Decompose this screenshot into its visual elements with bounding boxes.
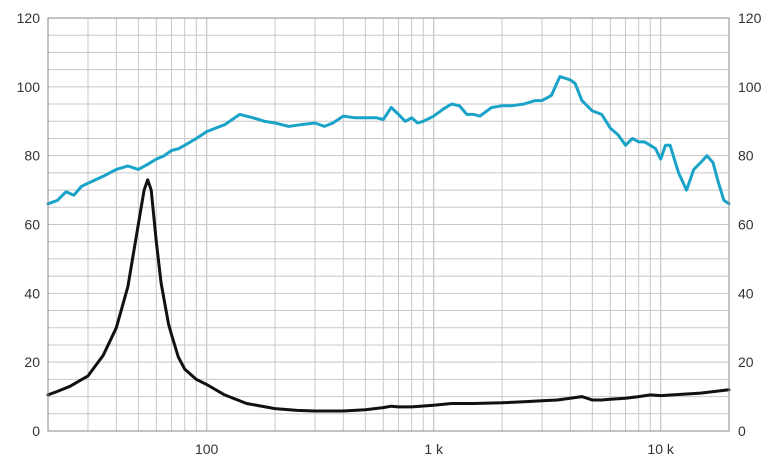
grid xyxy=(47,17,730,432)
y-tick-label-left: 120 xyxy=(17,10,41,26)
y-tick-label-left: 0 xyxy=(32,423,40,439)
series-line-1 xyxy=(46,75,731,206)
y-tick-label-left: 40 xyxy=(24,285,40,301)
y-tick-label-left: 100 xyxy=(17,79,41,95)
y-tick-label-right: 100 xyxy=(738,79,762,95)
y-tick-label-left: 20 xyxy=(24,354,40,370)
x-tick-label: 100 xyxy=(195,441,219,457)
series-group xyxy=(46,75,731,413)
plot-border xyxy=(47,17,730,432)
y-tick-label-right: 20 xyxy=(738,354,754,370)
tick-labels: 0 0 20 20 40 40 60 60 80 80 100 100 120 120 100 1 k 10 k xyxy=(17,10,762,457)
y-tick-label-right: 40 xyxy=(738,285,754,301)
y-tick-label-right: 120 xyxy=(738,10,762,26)
y-tick-label-right: 0 xyxy=(738,423,746,439)
y-tick-label-right: 80 xyxy=(738,148,754,164)
x-tick-label: 1 k xyxy=(424,441,444,457)
x-tick-label: 10 k xyxy=(647,441,674,457)
series-line-2 xyxy=(46,178,731,413)
y-tick-label-left: 60 xyxy=(24,217,40,233)
y-tick-label-left: 80 xyxy=(24,148,40,164)
y-tick-label-right: 60 xyxy=(738,217,754,233)
